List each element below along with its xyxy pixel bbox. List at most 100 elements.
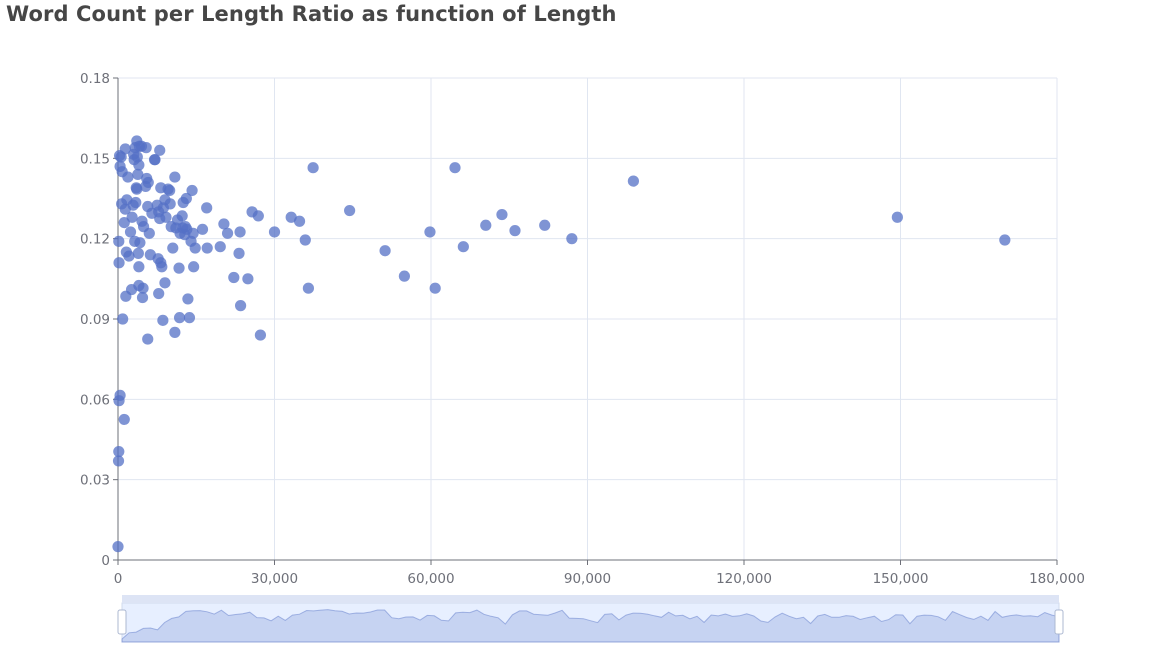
y-tick-label: 0 — [101, 553, 110, 569]
scatter-point[interactable] — [480, 219, 492, 231]
scatter-point[interactable] — [143, 227, 155, 239]
scatter-point[interactable] — [379, 245, 391, 257]
tick-labels: 0 30,000 60,000 90,000 120,000 150,000 180,000… — [80, 71, 1085, 587]
scatter-point[interactable] — [113, 445, 125, 458]
scatter-point[interactable] — [252, 210, 264, 222]
scatter-point[interactable] — [131, 183, 143, 195]
scatter-point[interactable] — [126, 211, 138, 223]
y-tick-label: 0.06 — [80, 392, 110, 408]
scatter-point[interactable] — [113, 257, 125, 269]
scatter-point[interactable] — [254, 329, 267, 341]
scatter-point[interactable] — [449, 162, 461, 174]
scatter-point[interactable] — [149, 154, 161, 166]
scatter-point[interactable] — [182, 293, 194, 305]
scatter-point[interactable] — [164, 184, 176, 197]
data-zoom-move-bar[interactable] — [122, 595, 1059, 603]
scatter-point[interactable] — [293, 215, 306, 227]
scatter-point[interactable] — [509, 225, 521, 237]
scatter-point[interactable] — [124, 226, 137, 238]
scatter-point[interactable] — [113, 235, 125, 247]
scatter-point[interactable] — [999, 234, 1011, 246]
scatter-point[interactable] — [112, 455, 125, 467]
scatter-point[interactable] — [183, 312, 196, 324]
x-tick-label: 150,000 — [873, 571, 929, 587]
scatter-point[interactable] — [302, 282, 315, 294]
scatter-point[interactable] — [242, 273, 254, 285]
scatter-point[interactable] — [233, 247, 245, 259]
scatter-point[interactable] — [136, 291, 149, 304]
scatter-point[interactable] — [218, 218, 230, 230]
x-tick-label: 60,000 — [407, 571, 454, 587]
scatter-point[interactable] — [129, 235, 141, 247]
scatter-point[interactable] — [176, 210, 188, 222]
scatter-point[interactable] — [424, 226, 436, 238]
scatter-point[interactable] — [132, 168, 144, 180]
scatter-point[interactable] — [180, 192, 192, 205]
scatter-point[interactable] — [196, 223, 209, 235]
scatter-point[interactable] — [214, 241, 226, 253]
scatter-point[interactable] — [156, 261, 168, 273]
scatter-point[interactable] — [344, 204, 356, 217]
scatter-point[interactable] — [119, 143, 131, 155]
scatter-point[interactable] — [189, 242, 201, 254]
y-tick-label: 0.15 — [80, 151, 110, 167]
scatter-point[interactable] — [457, 241, 469, 253]
scatter-point[interactable] — [167, 242, 179, 254]
scatter-point[interactable] — [142, 176, 154, 189]
scatter-point[interactable] — [142, 333, 154, 345]
scatter-point[interactable] — [234, 300, 247, 312]
scatter-point[interactable] — [201, 202, 213, 214]
scatter-point[interactable] — [299, 234, 311, 246]
scatter-point[interactable] — [140, 142, 152, 154]
data-zoom-left-handle[interactable] — [117, 609, 127, 635]
scatter-point[interactable] — [133, 261, 145, 273]
scatter-point[interactable] — [169, 171, 181, 183]
scatter-point[interactable] — [123, 250, 135, 262]
scatter-point[interactable] — [137, 282, 149, 294]
y-tick-label: 0.09 — [80, 312, 110, 328]
scatter-point[interactable] — [307, 162, 319, 174]
scatter-point[interactable] — [117, 313, 129, 325]
scatter-point[interactable] — [186, 184, 198, 197]
scatter-point[interactable] — [132, 247, 144, 259]
scatter-point[interactable] — [130, 196, 142, 209]
data-zoom-right-handle[interactable] — [1054, 609, 1064, 635]
scatter-point[interactable] — [228, 271, 240, 284]
scatter-point[interactable] — [891, 211, 903, 223]
scatter-point[interactable] — [566, 233, 578, 245]
scatter-point[interactable] — [160, 211, 172, 223]
scatter-point[interactable] — [429, 282, 441, 294]
scatter-point[interactable] — [122, 171, 134, 183]
data-zoom-slider[interactable] — [117, 595, 1064, 643]
x-tick-label: 30,000 — [251, 571, 298, 587]
scatter-point[interactable] — [164, 198, 176, 210]
scatter-point[interactable] — [201, 242, 213, 254]
scatter-point[interactable] — [496, 208, 508, 221]
scatter-point[interactable] — [118, 413, 130, 426]
scatter-point[interactable] — [285, 211, 297, 223]
scatter-point[interactable] — [154, 144, 166, 156]
x-tick-label: 120,000 — [716, 571, 772, 587]
scatter-point[interactable] — [114, 389, 126, 401]
scatter-point[interactable] — [173, 312, 186, 324]
scatter-point[interactable] — [539, 219, 551, 231]
scatter-point[interactable] — [159, 277, 171, 289]
scatter-point[interactable] — [157, 314, 169, 326]
scatter-point[interactable] — [398, 270, 410, 282]
scatter-point[interactable] — [133, 159, 145, 171]
scatter-point[interactable] — [627, 175, 640, 187]
scatter-point[interactable] — [268, 226, 281, 238]
y-tick-label: 0.18 — [80, 71, 110, 87]
scatter-point[interactable] — [221, 227, 234, 239]
scatter-point[interactable] — [118, 217, 130, 229]
scatter-point[interactable] — [234, 226, 246, 238]
scatter-point[interactable] — [188, 261, 200, 273]
scatter-point[interactable] — [173, 262, 185, 274]
scatter-point[interactable] — [187, 227, 199, 239]
scatter-point[interactable] — [169, 326, 181, 338]
chart-title: Word Count per Length Ratio as function … — [6, 2, 617, 26]
data-zoom-track[interactable] — [121, 602, 1060, 643]
scatter-point[interactable] — [153, 287, 165, 300]
scatter-point[interactable] — [112, 541, 124, 553]
